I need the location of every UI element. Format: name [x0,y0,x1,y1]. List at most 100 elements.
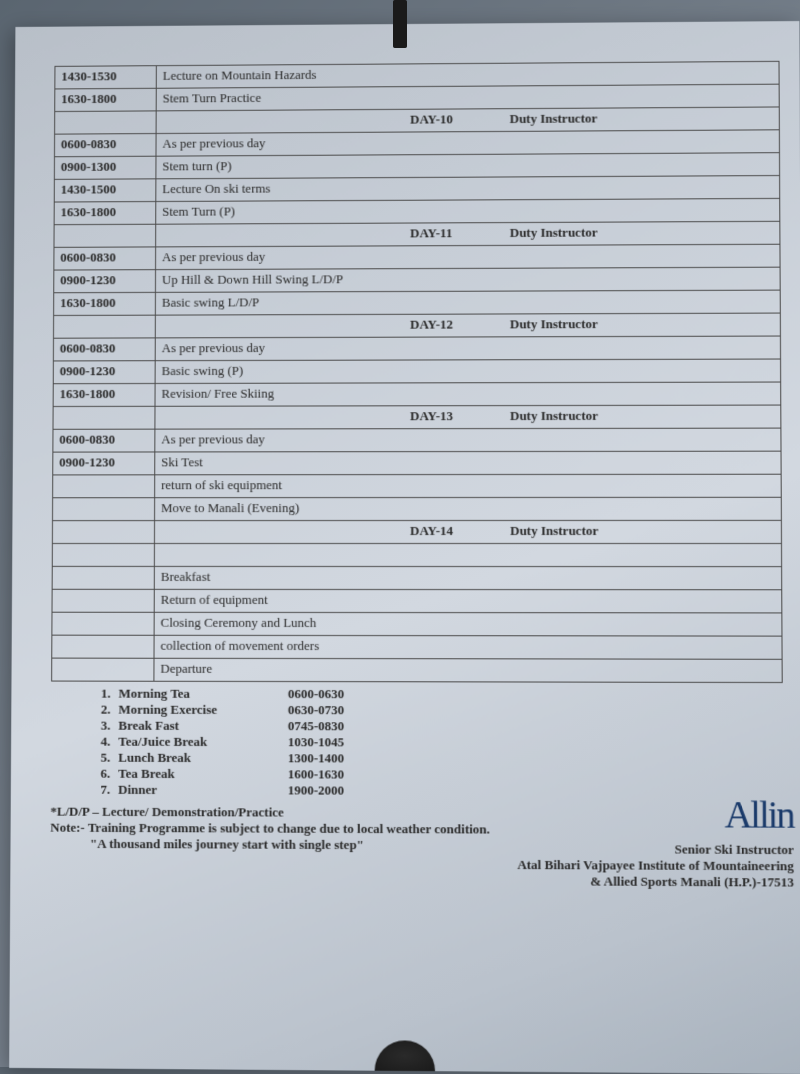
time-cell [52,635,154,658]
activity-cell: Stem Turn (P) [156,198,780,224]
activity-cell: As per previous day [156,244,781,269]
activity-cell [154,544,781,567]
item-time: 1030-1045 [288,734,408,750]
time-cell: 0600-0830 [54,134,156,157]
activity-cell: Move to Manali (Evening) [155,497,782,520]
item-name: Tea/Juice Break [118,734,288,751]
table-row: 0600-0830As per previous day [53,428,781,452]
table-row: Breakfast [52,566,782,589]
time-cell [52,521,154,544]
item-name: Dinner [118,782,288,799]
table-row: Return of equipment [52,589,782,613]
item-name: Lunch Break [118,750,288,767]
item-name: Tea Break [118,766,288,783]
table-row: 0600-0830As per previous day [54,244,780,270]
activity-cell: Breakfast [154,566,781,589]
time-cell: 1630-1800 [54,202,156,225]
document-page: 1430-1530Lecture on Mountain Hazards1630… [9,21,800,1074]
schedule-table: 1430-1530Lecture on Mountain Hazards1630… [51,61,783,683]
time-cell [53,315,155,338]
time-cell: 0900-1300 [54,156,156,179]
item-name: Morning Exercise [118,702,287,718]
item-number: 5. [80,750,118,766]
item-time: 1300-1400 [288,750,408,766]
table-row: Closing Ceremony and Lunch [52,612,782,636]
item-time: 1900-2000 [288,782,408,799]
time-cell [55,111,157,134]
duty-label: Duty Instructor [510,523,598,539]
time-cell [52,589,154,612]
activity-cell: Ski Test [155,451,781,475]
day-cell: DAY-11Duty Instructor [156,221,780,247]
time-cell [52,612,154,635]
item-time: 0745-0830 [288,718,408,734]
item-time: 0630-0730 [288,702,408,718]
day-header-row: DAY-13Duty Instructor [53,405,781,429]
time-cell: 1430-1500 [54,179,156,202]
time-cell: 1630-1800 [54,292,156,315]
time-cell: 0900-1230 [54,270,156,293]
day-label: DAY-14 [410,523,510,539]
item-number: 1. [81,686,119,702]
time-cell: 0900-1230 [53,452,155,475]
table-row: 1630-1800Revision/ Free Skiing [53,382,781,406]
day-cell: DAY-13Duty Instructor [155,405,781,429]
signature-block: Allin Senior Ski Instructor Atal Bihari … [517,792,794,890]
table-row: Move to Manali (Evening) [52,497,781,520]
activity-cell: Departure [154,658,782,682]
day-cell: DAY-14Duty Instructor [154,520,781,543]
item-number: 6. [80,766,118,782]
duty-label: Duty Instructor [510,111,598,127]
activity-cell: As per previous day [155,336,780,361]
signature-scribble: Allin [517,792,794,838]
duty-label: Duty Instructor [510,408,598,424]
item-number: 2. [81,702,119,718]
day-label: DAY-12 [410,316,510,332]
day-label: DAY-13 [410,408,510,424]
duty-label: Duty Instructor [510,225,598,241]
activity-cell: collection of movement orders [154,635,782,659]
item-name: Break Fast [118,718,287,734]
day-cell: DAY-12Duty Instructor [155,313,780,338]
time-cell: 1630-1800 [53,383,155,406]
top-clip [393,0,407,48]
time-cell: 0600-0830 [53,429,155,452]
signatory-institute: Atal Bihari Vajpayee Institute of Mounta… [517,857,794,874]
activity-cell: Revision/ Free Skiing [155,382,781,406]
signatory-address: & Allied Sports Manali (H.P.)-17513 [517,873,794,891]
activity-cell: return of ski equipment [155,474,782,498]
time-cell [53,475,155,498]
time-cell [53,406,155,429]
activity-cell: Basic swing L/D/P [155,290,780,315]
time-cell [52,498,154,521]
duty-label: Duty Instructor [510,316,598,332]
table-row: return of ski equipment [53,474,782,498]
item-time: 1600-1630 [288,766,408,782]
table-row: 1630-1800Basic swing L/D/P [54,290,781,315]
item-name: Morning Tea [119,686,288,702]
time-cell [54,224,156,247]
time-cell: 0600-0830 [53,338,155,361]
time-cell: 0900-1230 [53,361,155,384]
table-row: 0900-1230Ski Test [53,451,781,475]
item-number: 7. [80,782,118,798]
table-row [52,544,781,567]
list-item: 1.Morning Tea0600-0630 [51,686,783,704]
day-header-row: DAY-11Duty Instructor [54,221,780,247]
table-row: 0900-1230Basic swing (P) [53,359,780,384]
table-row: 0600-0830As per previous day [53,336,780,361]
activity-cell: Stem turn (P) [156,153,780,179]
day-header-row: DAY-14Duty Instructor [52,520,781,543]
list-item: 2.Morning Exercise0630-0730 [51,702,783,720]
activity-cell: Basic swing (P) [155,359,781,383]
meal-timings-list: 1.Morning Tea0600-06302.Morning Exercise… [50,686,783,801]
signatory-title: Senior Ski Instructor [517,841,794,858]
day-label: DAY-11 [410,225,510,241]
time-cell [52,566,154,589]
table-row: 0900-1230Up Hill & Down Hill Swing L/D/P [54,267,780,293]
activity-cell: Up Hill & Down Hill Swing L/D/P [155,267,780,292]
time-cell: 1630-1800 [55,88,157,111]
item-number: 4. [81,734,119,750]
table-row: Departure [52,658,783,682]
table-row: collection of movement orders [52,635,782,659]
